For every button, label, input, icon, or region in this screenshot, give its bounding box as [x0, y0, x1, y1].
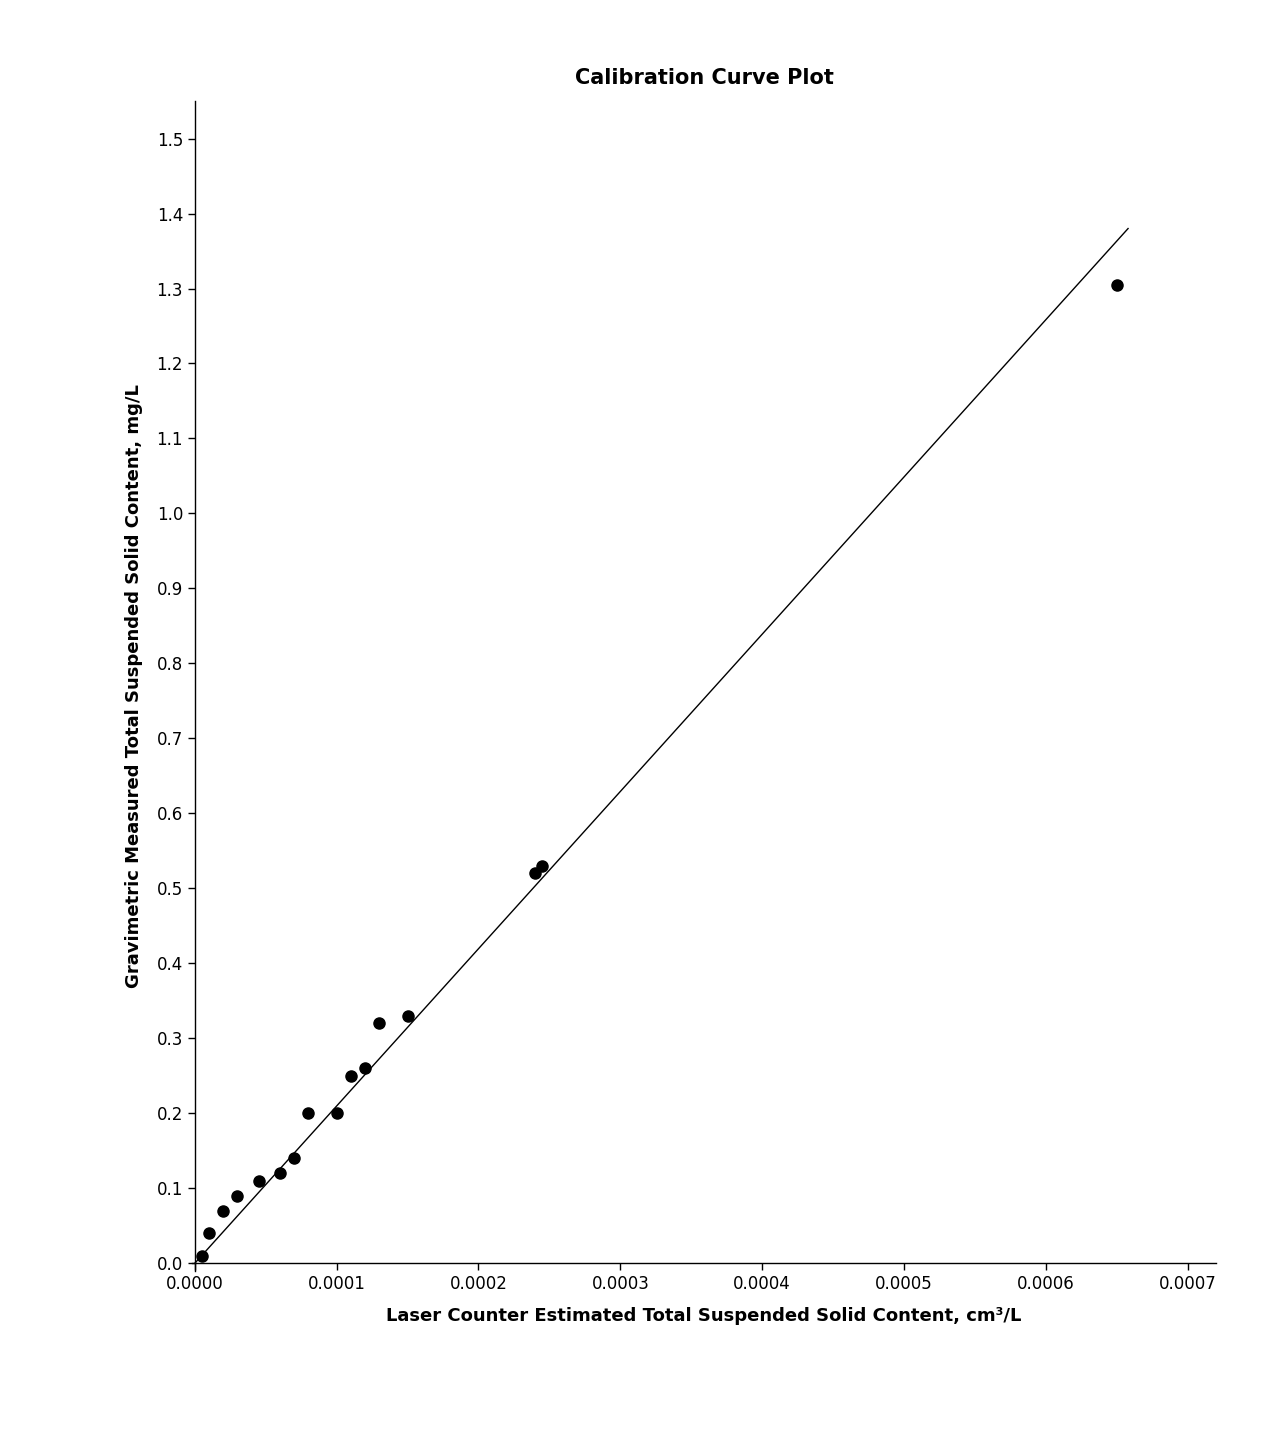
Point: [192, 1245, 212, 1268]
Point: [397, 1004, 417, 1027]
Point: [298, 1102, 319, 1125]
Point: [284, 1147, 305, 1170]
Title: Calibration Curve Plot: Calibration Curve Plot: [575, 68, 833, 88]
Point: [369, 1012, 389, 1035]
Point: [198, 1222, 219, 1245]
Point: [270, 1161, 291, 1184]
Point: [532, 855, 553, 878]
Y-axis label: Gravimetric Measured Total Suspended Solid Content, mg/L: Gravimetric Measured Total Suspended Sol…: [124, 384, 142, 988]
Point: [248, 1170, 269, 1193]
X-axis label: Laser Counter Estimated Total Suspended Solid Content, cm³/L: Laser Counter Estimated Total Suspended …: [387, 1307, 1021, 1326]
Point: [355, 1057, 375, 1080]
Point: [227, 1184, 247, 1207]
Point: [340, 1064, 361, 1087]
Point: [326, 1102, 347, 1125]
Point: [212, 1199, 233, 1222]
Point: [1106, 273, 1126, 296]
Point: [525, 862, 545, 885]
